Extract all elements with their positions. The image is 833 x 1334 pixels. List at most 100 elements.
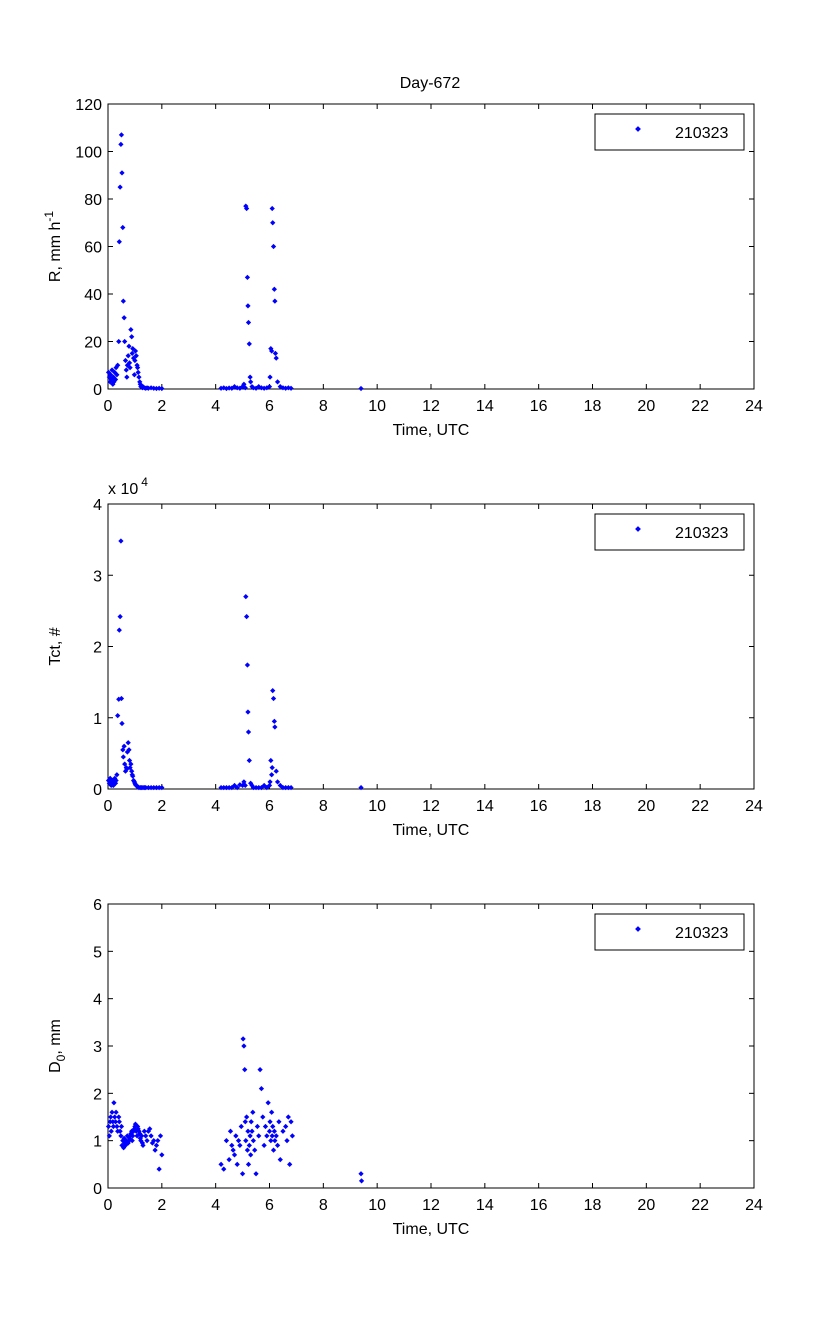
data-point	[274, 779, 281, 785]
data-point	[218, 1161, 224, 1167]
data-point	[242, 1067, 248, 1073]
data-point	[245, 1161, 252, 1167]
data-point	[144, 1138, 150, 1144]
data-point	[247, 374, 253, 380]
data-point	[273, 355, 279, 361]
x-tick-label: 18	[584, 1197, 602, 1214]
data-point	[274, 1142, 281, 1149]
data-point	[124, 374, 130, 380]
x-tick-label: 20	[637, 798, 655, 815]
x-tick-label: 22	[691, 798, 709, 815]
data-point	[248, 1119, 254, 1125]
data-point	[112, 1119, 119, 1125]
data-point	[238, 1123, 244, 1130]
data-point	[113, 1109, 119, 1115]
data-point	[233, 1133, 239, 1139]
y-tick-label: 1	[93, 1134, 102, 1151]
data-point	[231, 782, 238, 789]
x-tick-label: 24	[745, 398, 763, 415]
y-axis-label: D0, mm	[47, 1019, 68, 1073]
data-point	[245, 729, 252, 735]
panels: 0 2 4 6 8 10 12 14 16 18 20 22 24020406080100120Time…	[42, 97, 763, 1238]
x-axis-label: Time, UTC	[393, 1221, 470, 1238]
x-tick-label: 10	[368, 1197, 386, 1214]
data-point	[266, 1128, 273, 1134]
data-point	[116, 239, 122, 245]
data-point	[119, 170, 125, 176]
data-point	[148, 1133, 154, 1139]
data-point	[245, 709, 251, 715]
y-axis-label-rest: , mm	[47, 1019, 64, 1055]
data-point	[134, 365, 141, 371]
data-point	[120, 224, 126, 231]
y-tick-label: 80	[84, 192, 102, 209]
data-point	[122, 761, 128, 767]
data-point	[288, 385, 294, 391]
data-point	[221, 1166, 227, 1172]
data-point	[152, 1147, 158, 1153]
data-point	[250, 1138, 256, 1144]
legend-marker	[635, 926, 641, 932]
data-point	[288, 1119, 294, 1125]
data-point	[221, 385, 227, 391]
y-tick-label: 3	[93, 568, 102, 585]
data-point	[116, 1119, 122, 1125]
data-point	[248, 1152, 254, 1158]
x-tick-label: 20	[637, 398, 655, 415]
data-point	[120, 298, 126, 304]
data-point	[262, 1123, 269, 1130]
data-point	[283, 1123, 289, 1130]
x-tick-label: 2	[157, 398, 166, 415]
data-point	[128, 761, 134, 767]
y-axis-label-sup: -1	[42, 211, 56, 222]
data-point	[264, 784, 270, 791]
data-point	[235, 1138, 242, 1144]
series-210323	[105, 132, 364, 392]
data-point	[129, 334, 135, 340]
data-point	[106, 1133, 112, 1139]
x-tick-label: 24	[745, 1197, 763, 1214]
data-point	[136, 374, 142, 380]
data-point	[139, 1133, 145, 1139]
x-tick-label: 4	[211, 398, 220, 415]
x-tick-label: 16	[530, 398, 548, 415]
data-point	[358, 1171, 364, 1177]
data-point	[245, 1128, 251, 1134]
data-point	[226, 1156, 232, 1163]
data-point	[285, 1114, 291, 1120]
data-point	[128, 327, 134, 333]
data-point	[244, 1147, 251, 1153]
y-tick-label: 0	[93, 382, 102, 399]
data-point	[243, 205, 250, 212]
data-point	[257, 1067, 263, 1073]
y-tick-label: 20	[84, 335, 102, 352]
data-point	[267, 1119, 273, 1125]
data-point	[115, 712, 121, 719]
x-tick-label: 6	[265, 1197, 274, 1214]
data-point	[109, 367, 115, 373]
data-point	[118, 132, 125, 138]
legend-box	[594, 513, 745, 551]
data-point	[277, 384, 283, 390]
data-point	[243, 1138, 249, 1144]
data-point	[109, 1109, 115, 1115]
data-point	[157, 1133, 164, 1139]
x-tick-label: 8	[319, 1197, 328, 1214]
data-point	[118, 141, 124, 147]
data-point	[252, 1147, 258, 1153]
data-point	[118, 538, 124, 544]
data-point	[118, 1133, 124, 1139]
data-point	[116, 1114, 122, 1120]
data-point	[159, 385, 165, 392]
data-point	[126, 747, 132, 753]
data-point	[244, 274, 251, 280]
data-point	[135, 369, 141, 375]
data-point	[130, 346, 136, 352]
y-tick-label: 5	[93, 944, 102, 961]
data-point	[133, 353, 139, 359]
legend-box	[594, 913, 745, 951]
data-point	[113, 777, 119, 784]
data-point	[129, 350, 135, 356]
